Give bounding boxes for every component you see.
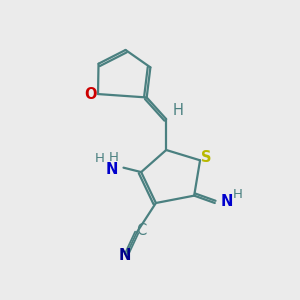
Text: N: N	[119, 248, 131, 263]
Text: H: H	[109, 151, 119, 164]
Text: H: H	[95, 152, 105, 165]
Text: H: H	[173, 103, 184, 118]
Text: C: C	[136, 224, 146, 238]
Text: S: S	[201, 150, 212, 165]
Text: O: O	[84, 87, 97, 102]
Text: H: H	[232, 188, 242, 201]
Text: N: N	[106, 162, 118, 177]
Text: N: N	[220, 194, 233, 209]
